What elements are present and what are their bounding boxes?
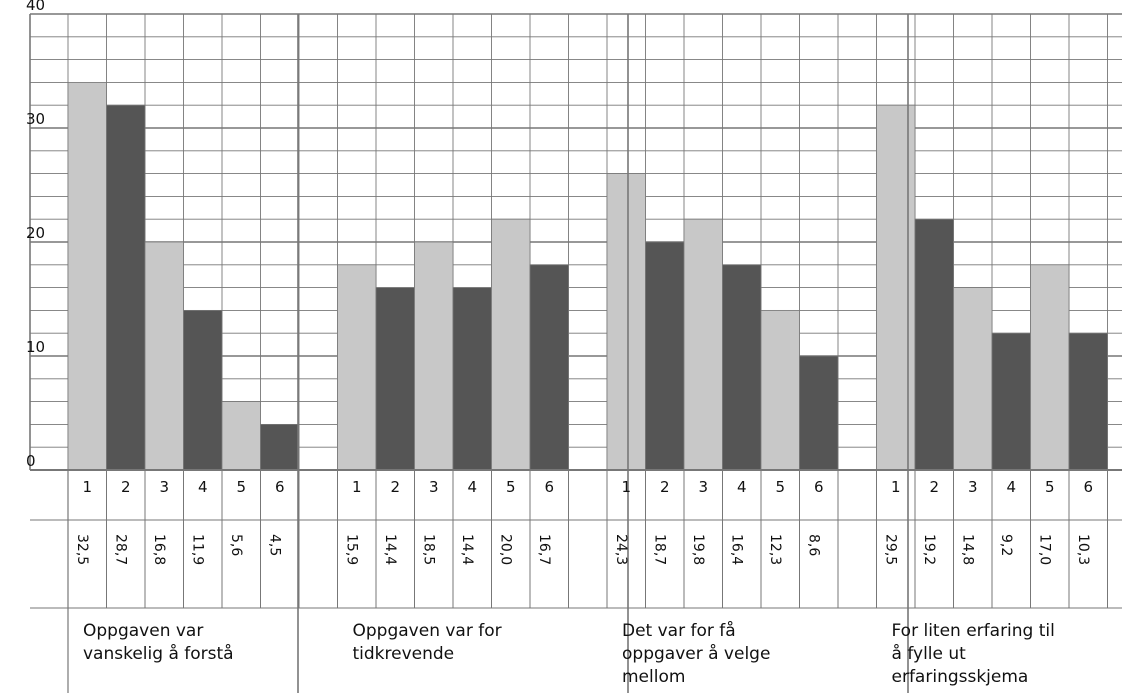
bar-2-2 — [375, 287, 415, 471]
category-label: 4 — [1006, 478, 1016, 496]
group-label: Det var for få — [622, 620, 736, 641]
bar-2-1 — [337, 264, 377, 471]
bar-2-4 — [452, 287, 492, 471]
group-label: vanskelig å forstå — [83, 643, 234, 664]
value-label: 17,0 — [1037, 534, 1053, 565]
value-label: 24,3 — [613, 534, 629, 565]
category-label: 2 — [929, 478, 939, 496]
value-label: 29,5 — [883, 534, 899, 565]
bar-1-2 — [106, 104, 146, 471]
value-label: 14,4 — [382, 534, 398, 565]
bar-1-5 — [221, 401, 261, 471]
group-label: erfaringsskjema — [892, 667, 1029, 687]
value-label: 9,2 — [998, 534, 1014, 556]
bar-3-1 — [606, 173, 646, 471]
category-label: 3 — [968, 478, 978, 496]
category-label: 2 — [390, 478, 400, 496]
value-label: 28,7 — [113, 534, 129, 565]
bar-1-4 — [183, 309, 223, 471]
bar-3-4 — [722, 264, 762, 471]
category-label: 4 — [467, 478, 477, 496]
group-label: Oppgaven var — [83, 621, 203, 641]
bar-3-5 — [760, 309, 800, 471]
category-label: 6 — [814, 478, 824, 496]
bar-2-5 — [491, 218, 531, 471]
group-label: tidkrevende — [353, 644, 455, 664]
group-label: mellom — [622, 667, 685, 687]
value-label: 10,3 — [1075, 534, 1091, 565]
group-label: Oppgaven var for — [353, 621, 502, 641]
value-label: 18,7 — [652, 534, 668, 565]
category-label: 5 — [506, 478, 516, 496]
value-label: 16,4 — [729, 534, 745, 565]
value-label: 14,8 — [960, 534, 976, 565]
category-label: 1 — [82, 478, 92, 496]
value-label: 4,5 — [267, 534, 283, 556]
category-label: 3 — [698, 478, 708, 496]
value-label: 32,5 — [74, 534, 90, 565]
category-label: 1 — [891, 478, 901, 496]
value-label: 16,8 — [151, 534, 167, 565]
y-tick-label: 0 — [26, 452, 36, 470]
frame — [29, 14, 1122, 693]
category-label: 4 — [198, 478, 208, 496]
bar-1-3 — [144, 241, 184, 471]
category-label: 4 — [737, 478, 747, 496]
category-label: 2 — [660, 478, 670, 496]
y-tick-label: 40 — [26, 0, 45, 14]
value-label: 15,9 — [344, 534, 360, 565]
value-label: 5,6 — [228, 534, 244, 556]
category-label: 5 — [1045, 478, 1055, 496]
category-label: 2 — [121, 478, 131, 496]
bar-2-6 — [529, 264, 569, 471]
bar-2-3 — [414, 241, 454, 471]
labels: 0 10 20 30 40 1 32,5 2 28,7 3 16,8 4 11,9 5 5,6 6 4,5 Opp… — [26, 0, 1093, 687]
category-label: 6 — [544, 478, 554, 496]
category-label: 1 — [621, 478, 631, 496]
group-label: å fylle ut — [892, 643, 967, 664]
value-label: 20,0 — [498, 534, 514, 565]
category-label: 3 — [159, 478, 169, 496]
category-label: 3 — [429, 478, 439, 496]
bar-3-6 — [799, 355, 839, 471]
value-label: 18,5 — [421, 534, 437, 565]
value-label: 14,4 — [459, 534, 475, 565]
value-label: 8,6 — [806, 534, 822, 556]
value-label: 16,7 — [536, 534, 552, 565]
bar-4-5 — [1030, 264, 1070, 471]
bar-1-1 — [67, 82, 107, 471]
category-label: 6 — [275, 478, 285, 496]
bar-1-6 — [260, 423, 300, 471]
bar-4-1 — [876, 104, 916, 471]
value-label: 12,3 — [767, 534, 783, 565]
y-tick-label: 10 — [26, 338, 45, 356]
bar-4-4 — [991, 332, 1031, 471]
y-tick-label: 20 — [26, 224, 45, 242]
bar-4-6 — [1068, 332, 1108, 471]
bar-4-3 — [953, 287, 993, 471]
bar-3-2 — [645, 241, 685, 471]
y-tick-label: 30 — [26, 110, 45, 128]
group-label: For liten erfaring til — [892, 621, 1055, 641]
category-label: 5 — [775, 478, 785, 496]
category-label: 6 — [1083, 478, 1093, 496]
value-label: 19,8 — [690, 534, 706, 565]
value-label: 19,2 — [921, 534, 937, 565]
group-label: oppgaver å velge — [622, 643, 770, 664]
bar-3-3 — [683, 218, 723, 471]
value-label: 11,9 — [190, 534, 206, 565]
category-label: 1 — [352, 478, 362, 496]
bars — [67, 82, 1108, 471]
category-label: 5 — [236, 478, 246, 496]
bar-4-2 — [914, 218, 954, 471]
